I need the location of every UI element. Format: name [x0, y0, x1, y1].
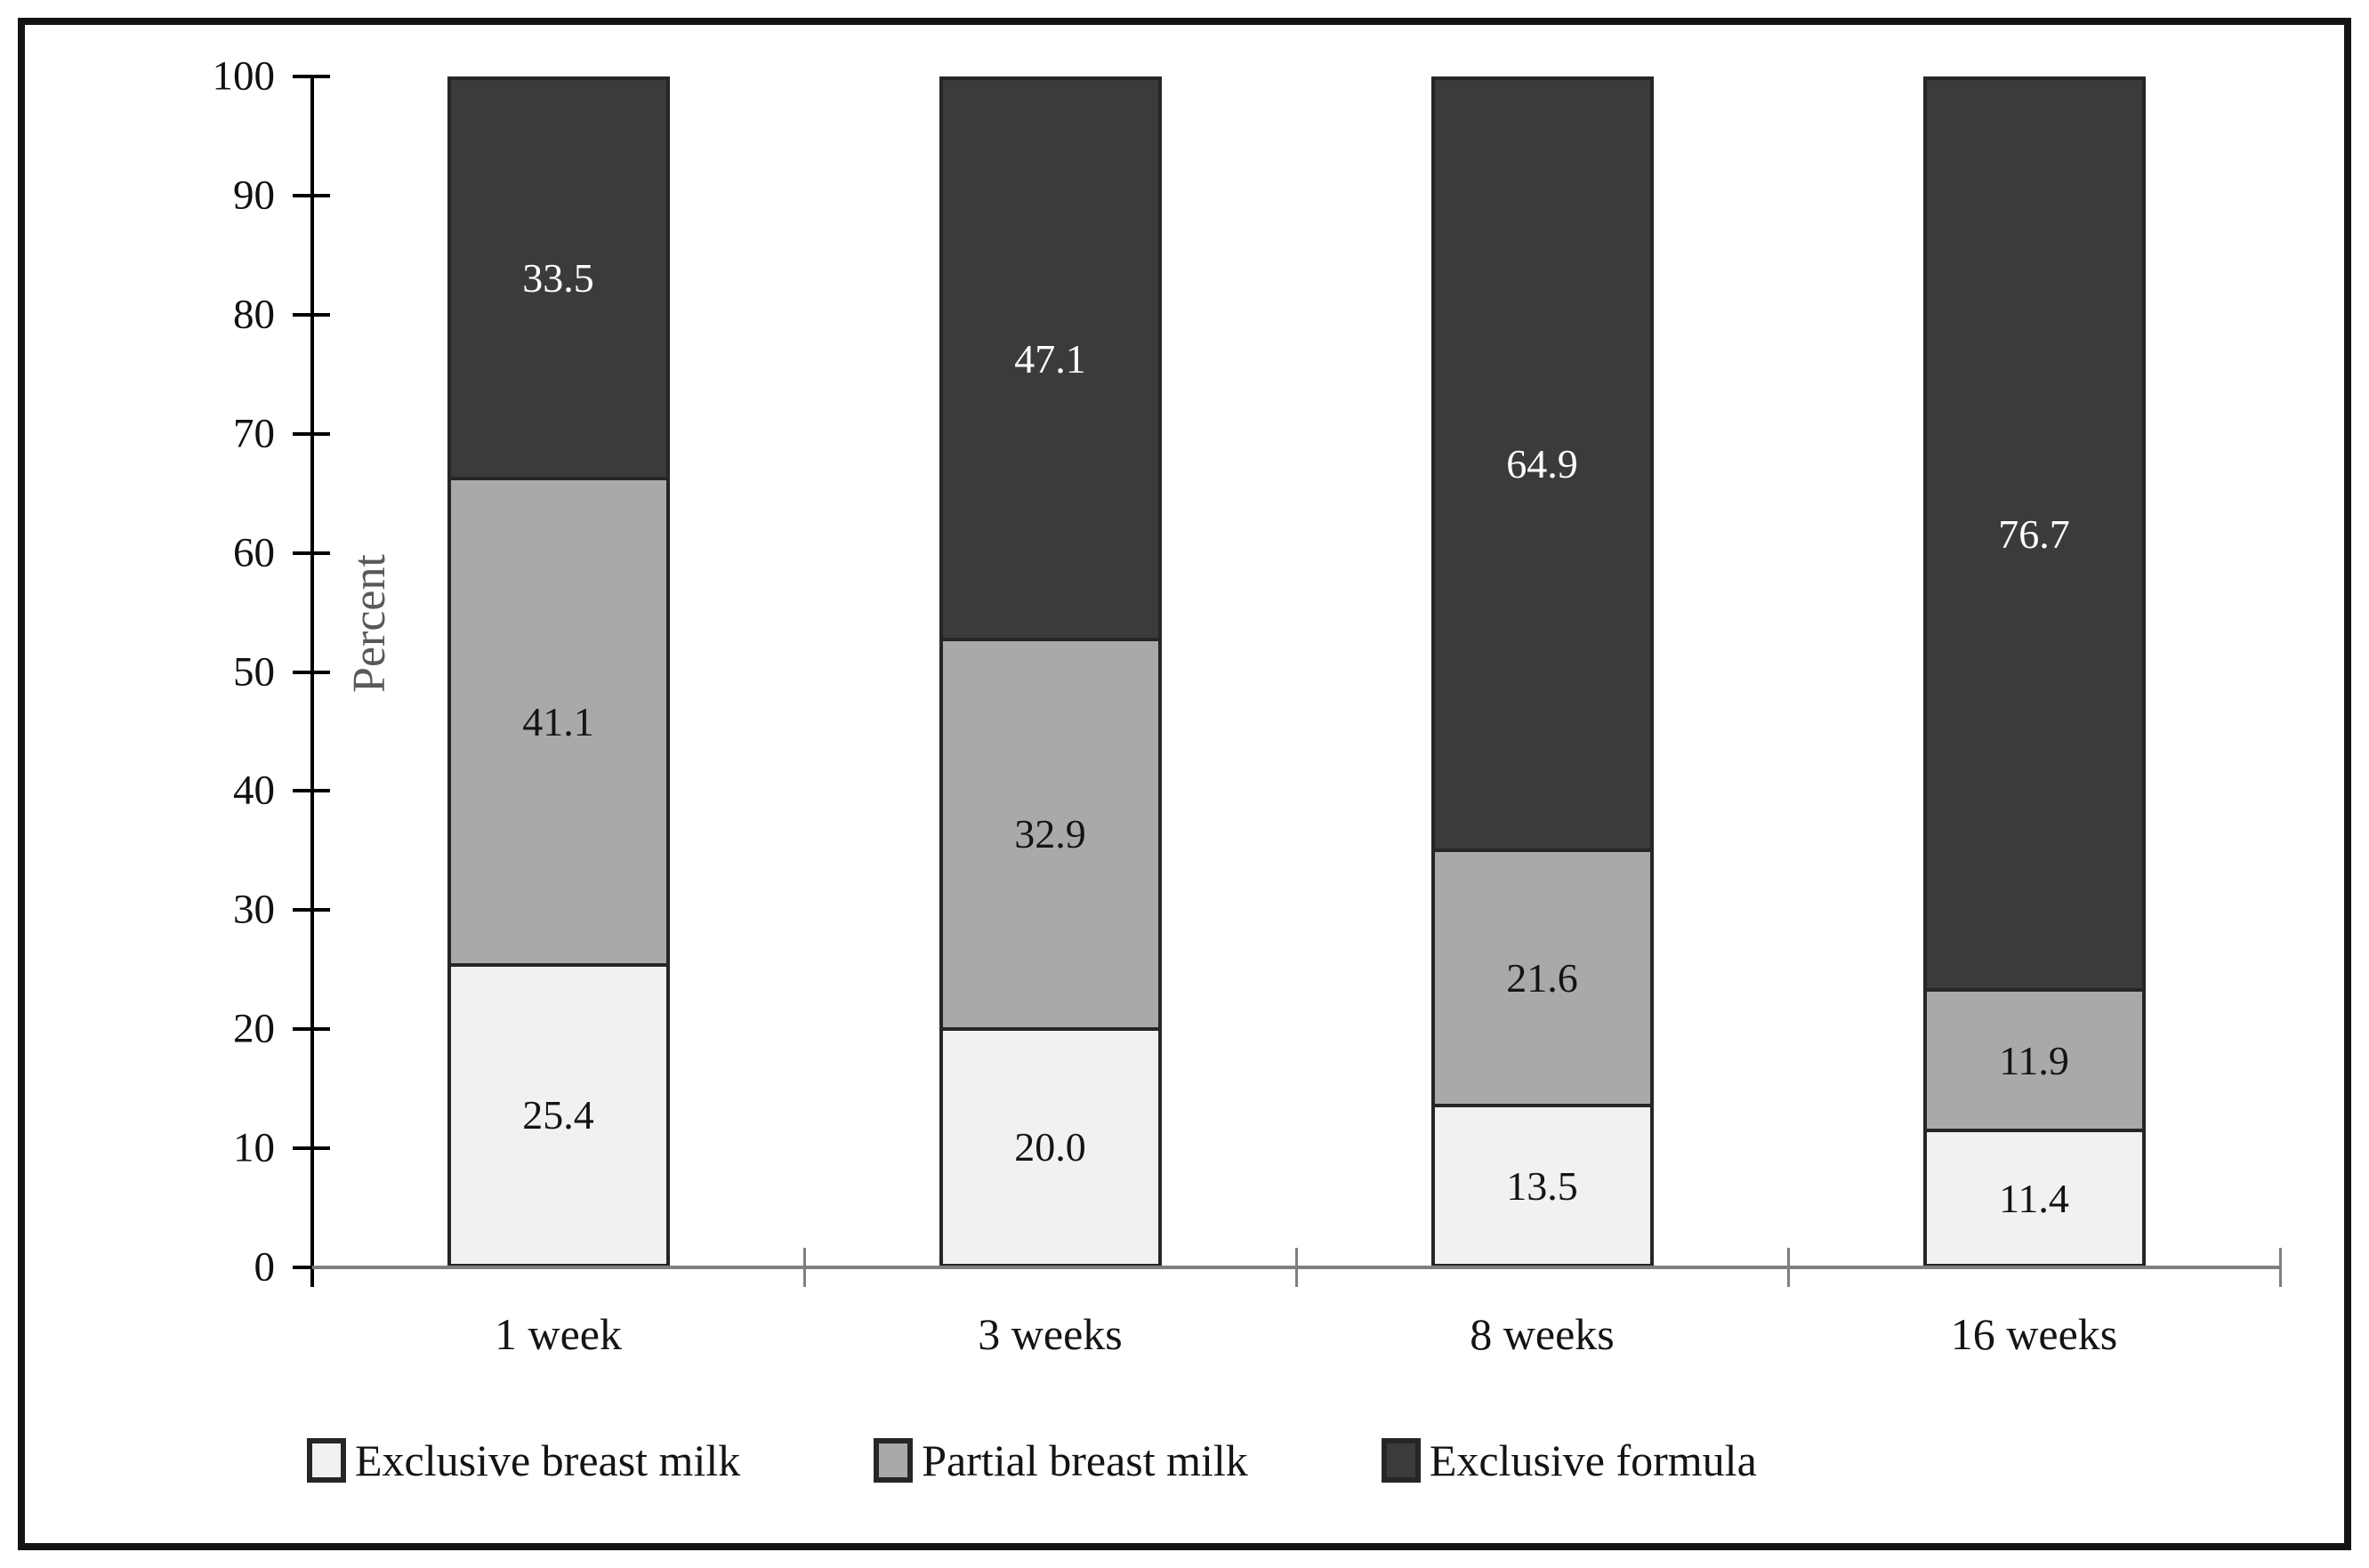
x-axis-label: 16 weeks — [1950, 1309, 2118, 1359]
legend-swatch-icon — [307, 1438, 346, 1483]
plot-area: 0 10 20 30 40 50 60 70 80 90 100 Percent 25.4 41.1 3… — [213, 55, 2282, 1288]
legend-label: Exclusive formula — [1429, 1435, 1757, 1485]
x-axis-label: 8 weeks — [1470, 1309, 1615, 1359]
y-tick-label: 100 — [212, 52, 276, 100]
y-tick-label: 10 — [233, 1124, 275, 1171]
segment-value-label: 11.9 — [1999, 1037, 2069, 1083]
y-tick-mark — [293, 193, 330, 197]
y-tick-label: 60 — [233, 529, 275, 576]
legend-item-exclusive-formula: Exclusive formula — [1381, 1435, 1757, 1485]
y-tick-label: 20 — [233, 1005, 275, 1052]
y-tick-mark — [293, 551, 330, 555]
legend-item-exclusive-breast-milk: Exclusive breast milk — [307, 1435, 740, 1485]
y-tick-mark — [293, 431, 330, 436]
stacked-bar-16-weeks: 11.4 11.9 76.7 — [1922, 76, 2146, 1267]
legend-label: Partial breast milk — [922, 1435, 1248, 1485]
y-tick-mark — [293, 670, 330, 674]
segment-value-label: 32.9 — [1014, 811, 1086, 857]
segment-value-label: 20.0 — [1014, 1124, 1086, 1170]
segment-value-label: 33.5 — [522, 255, 594, 302]
y-tick-mark — [293, 1146, 330, 1151]
y-tick-label: 90 — [233, 172, 275, 219]
segment-partial-breast-milk: 32.9 — [942, 637, 1158, 1027]
y-tick-mark — [293, 1266, 330, 1269]
legend-label: Exclusive breast milk — [355, 1435, 741, 1485]
y-tick-label: 30 — [233, 886, 275, 933]
segment-exclusive-breast-milk: 25.4 — [450, 962, 666, 1264]
x-tick-mark — [2278, 1248, 2282, 1287]
segment-value-label: 11.4 — [1999, 1175, 2069, 1221]
stacked-bar-8-weeks: 13.5 21.6 64.9 — [1430, 76, 1654, 1267]
y-tick-mark — [293, 908, 330, 913]
segment-value-label: 25.4 — [522, 1092, 594, 1138]
segment-partial-breast-milk: 41.1 — [450, 476, 666, 963]
segment-exclusive-formula: 47.1 — [942, 80, 1158, 638]
segment-exclusive-formula: 33.5 — [450, 80, 666, 477]
x-tick-mark — [1294, 1248, 1298, 1287]
stacked-bar-1-week: 25.4 41.1 33.5 — [447, 76, 670, 1267]
legend-item-partial-breast-milk: Partial breast milk — [874, 1435, 1248, 1485]
legend: Exclusive breast milk Partial breast milk… — [307, 1434, 2291, 1487]
x-tick-mark — [802, 1248, 806, 1287]
segment-partial-breast-milk: 11.9 — [1926, 987, 2142, 1130]
x-tick-mark — [1786, 1248, 1790, 1287]
segment-value-label: 47.1 — [1014, 335, 1086, 382]
chart-frame: 0 10 20 30 40 50 60 70 80 90 100 Percent 25.4 41.1 3… — [18, 18, 2351, 1550]
y-tick-label: 40 — [233, 767, 275, 814]
stacked-bar-3-weeks: 20.0 32.9 47.1 — [939, 76, 1162, 1267]
segment-exclusive-breast-milk: 13.5 — [1434, 1104, 1650, 1264]
bar-slot-1-week: 25.4 41.1 33.5 — [312, 76, 804, 1267]
segment-exclusive-formula: 76.7 — [1926, 80, 2142, 988]
y-tick-label: 70 — [233, 410, 275, 457]
segment-exclusive-breast-milk: 20.0 — [942, 1026, 1158, 1264]
bar-slot-16-weeks: 11.4 11.9 76.7 — [1788, 76, 2280, 1267]
segment-exclusive-breast-milk: 11.4 — [1926, 1129, 2142, 1264]
bars-container: 25.4 41.1 33.5 20.0 32.9 47.1 13.5 21.6 64.9 11.4… — [312, 76, 2280, 1267]
segment-value-label: 13.5 — [1506, 1162, 1578, 1209]
legend-swatch-icon — [1381, 1438, 1421, 1483]
legend-swatch-icon — [874, 1438, 914, 1483]
x-axis-label: 1 week — [495, 1309, 622, 1359]
segment-value-label: 21.6 — [1506, 955, 1578, 1001]
y-tick-mark — [293, 312, 330, 317]
bar-slot-8-weeks: 13.5 21.6 64.9 — [1296, 76, 1788, 1267]
segment-partial-breast-milk: 21.6 — [1434, 848, 1650, 1105]
x-axis-label: 3 weeks — [978, 1309, 1123, 1359]
y-axis-line — [310, 76, 314, 1287]
y-tick-mark — [293, 75, 330, 78]
y-tick-label: 50 — [233, 648, 275, 695]
segment-value-label: 76.7 — [1998, 511, 2070, 557]
y-tick-mark — [293, 1027, 330, 1032]
x-axis-labels: 1 week 3 weeks 8 weeks 16 weeks — [312, 1303, 2280, 1365]
y-tick-label: 80 — [233, 291, 275, 338]
bar-slot-3-weeks: 20.0 32.9 47.1 — [804, 76, 1296, 1267]
segment-value-label: 41.1 — [522, 698, 594, 744]
y-tick-mark — [293, 789, 330, 793]
segment-value-label: 64.9 — [1506, 441, 1578, 487]
y-tick-label: 0 — [254, 1243, 276, 1291]
segment-exclusive-formula: 64.9 — [1434, 80, 1650, 848]
